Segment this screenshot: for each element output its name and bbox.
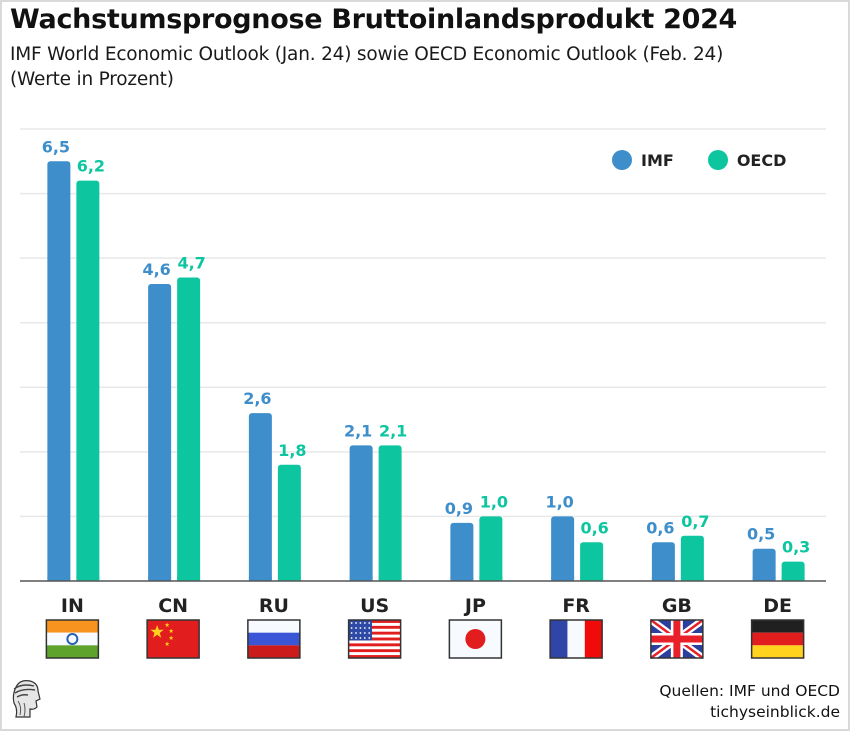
legend-item-imf: IMF xyxy=(612,150,674,170)
x-tick-label-in: IN xyxy=(61,595,84,617)
chart-legend: IMF OECD xyxy=(612,150,820,170)
bar-oecd-us xyxy=(378,445,402,581)
data-label-oecd-jp: 1,0 xyxy=(480,492,508,511)
bar-imf-us xyxy=(349,445,373,581)
bar-base-oecd-in xyxy=(76,577,100,581)
bar-base-imf-de xyxy=(752,577,776,581)
source-line-2: tichyseinblick.de xyxy=(710,703,840,721)
usa-flag-icon xyxy=(347,619,402,659)
legend-swatch-imf-icon xyxy=(612,150,632,170)
data-label-imf-fr: 1,0 xyxy=(545,492,573,511)
bar-base-oecd-cn xyxy=(177,577,201,581)
bar-base-imf-fr xyxy=(551,577,575,581)
bar-base-oecd-gb xyxy=(680,577,704,581)
china-flag-icon xyxy=(146,619,200,659)
data-label-imf-jp: 0,9 xyxy=(445,499,473,518)
bar-base-imf-jp xyxy=(450,577,474,581)
subtitle-line-2: (Werte in Prozent) xyxy=(10,69,174,90)
bar-base-imf-ru xyxy=(248,577,272,581)
bar-base-imf-in xyxy=(47,577,71,581)
bar-imf-jp xyxy=(450,522,474,581)
data-label-imf-ru: 2,6 xyxy=(243,389,271,408)
x-tick-label-us: US xyxy=(360,595,389,617)
legend-label-imf: IMF xyxy=(641,150,674,170)
x-tick-label-cn: CN xyxy=(158,595,188,617)
bar-base-imf-cn xyxy=(148,577,172,581)
bar-oecd-de xyxy=(781,561,805,581)
bar-oecd-in xyxy=(76,180,100,581)
data-label-imf-de: 0,5 xyxy=(747,525,775,544)
data-label-oecd-de: 0,3 xyxy=(782,538,810,557)
legend-label-oecd: OECD xyxy=(736,150,787,170)
source-line-1: Quellen: IMF und OECD xyxy=(659,682,840,700)
x-tick-label-de: DE xyxy=(763,595,792,617)
bar-oecd-fr xyxy=(580,542,604,581)
bar-base-imf-us xyxy=(349,577,373,581)
x-tick-label-jp: JP xyxy=(463,595,486,617)
x-tick-label-ru: RU xyxy=(259,595,289,617)
japan-flag-icon xyxy=(448,619,503,659)
chart-subtitle: IMF World Economic Outlook (Jan. 24) sow… xyxy=(10,42,723,92)
uk-flag-icon xyxy=(648,617,705,661)
bar-base-oecd-de xyxy=(781,577,805,581)
data-label-oecd-ru: 1,8 xyxy=(278,441,306,460)
bar-imf-cn xyxy=(148,283,172,581)
data-label-imf-us: 2,1 xyxy=(344,421,372,440)
legend-item-oecd: OECD xyxy=(707,150,787,170)
data-label-oecd-fr: 0,6 xyxy=(580,518,608,537)
x-tick-label-gb: GB xyxy=(662,595,692,617)
bar-base-oecd-ru xyxy=(277,577,301,581)
india-flag-icon xyxy=(45,619,100,659)
bar-base-imf-gb xyxy=(651,577,675,581)
france-flag-icon xyxy=(549,619,603,659)
bar-oecd-ru xyxy=(277,464,301,581)
data-label-oecd-in: 6,2 xyxy=(77,157,105,176)
hermes-head-logo-icon xyxy=(12,680,41,718)
data-label-oecd-us: 2,1 xyxy=(379,421,407,440)
legend-swatch-oecd-icon xyxy=(707,150,728,170)
data-label-imf-cn: 4,6 xyxy=(142,260,170,279)
bar-base-oecd-us xyxy=(378,577,402,581)
chart-title: Wachstumsprognose Bruttoinlandsprodukt 2… xyxy=(10,4,738,35)
bar-oecd-cn xyxy=(177,277,201,581)
bar-imf-ru xyxy=(248,413,272,581)
bar-oecd-gb xyxy=(680,535,704,581)
bar-base-oecd-fr xyxy=(580,577,604,581)
russia-flag-icon xyxy=(247,619,301,659)
bar-imf-fr xyxy=(551,516,575,581)
data-label-oecd-cn: 4,7 xyxy=(177,254,205,273)
bar-base-oecd-jp xyxy=(479,577,503,581)
bar-oecd-jp xyxy=(479,516,503,581)
x-tick-label-fr: FR xyxy=(562,595,590,617)
source-note: Quellen: IMF und OECD tichyseinblick.de xyxy=(659,681,840,723)
bar-imf-in xyxy=(47,161,71,582)
subtitle-line-1: IMF World Economic Outlook (Jan. 24) sow… xyxy=(10,44,724,65)
data-label-imf-gb: 0,6 xyxy=(646,518,674,537)
data-label-oecd-gb: 0,7 xyxy=(681,512,709,531)
bar-imf-de xyxy=(752,548,776,581)
germany-flag-icon xyxy=(750,619,805,659)
data-label-imf-in: 6,5 xyxy=(42,137,70,156)
bar-imf-gb xyxy=(651,542,675,581)
